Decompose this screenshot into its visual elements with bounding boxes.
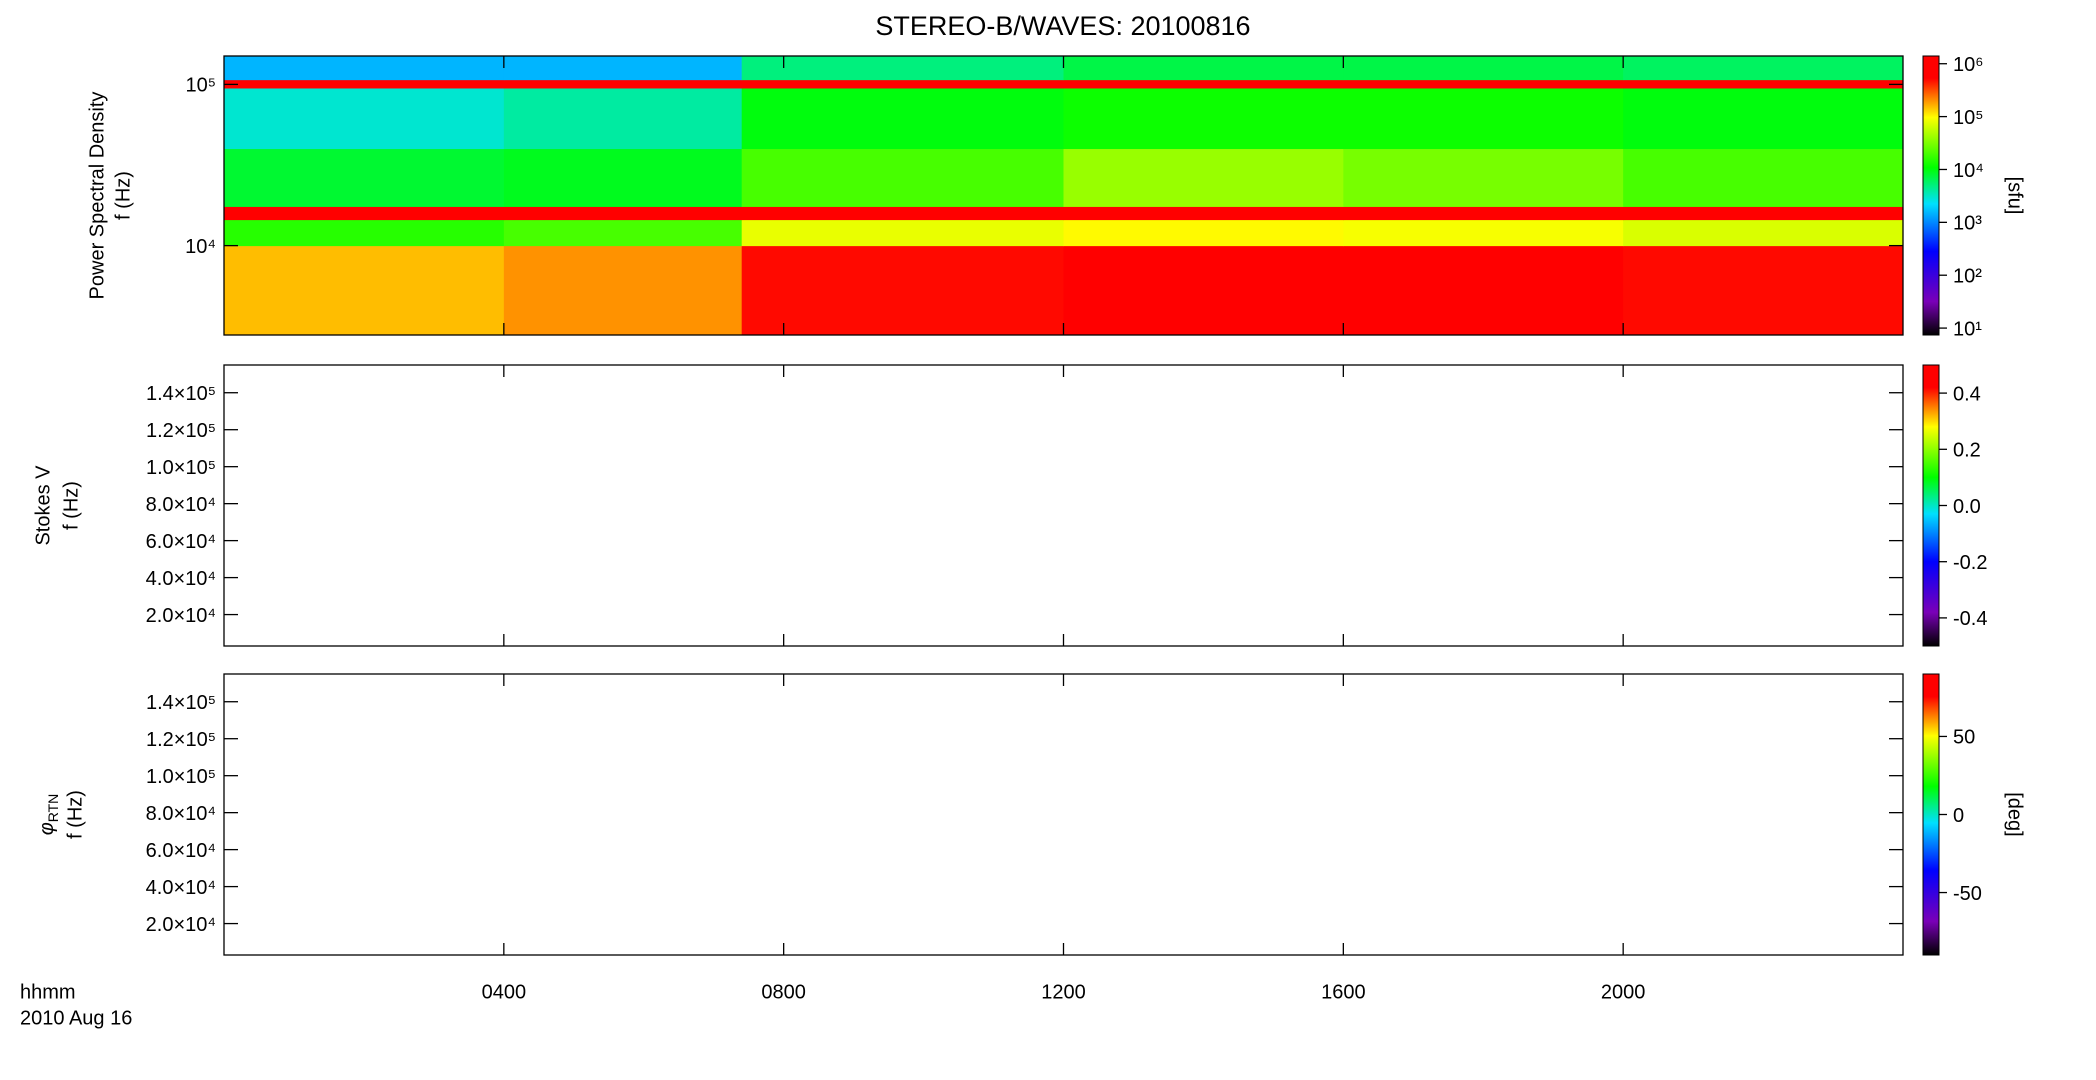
heatmap-cell	[741, 245, 1064, 336]
y-tick-label: 4.0×10⁴	[146, 568, 216, 590]
y-axis-label-subscript: RTN	[45, 794, 61, 823]
heatmap-cell	[741, 206, 1064, 221]
x-tick-label: 1600	[1321, 981, 1366, 1003]
y-tick-label: 2.0×10⁴	[146, 605, 216, 627]
y-axis-label: Power Spectral Density	[86, 92, 108, 300]
x-tick-label: 0400	[482, 981, 527, 1003]
colorbar-tick-label: 50	[1953, 727, 1975, 749]
heatmap-cell	[224, 148, 505, 207]
heatmap-cell	[1343, 245, 1624, 336]
y-axis-label: f (Hz)	[112, 171, 134, 220]
colorbar-tick-label: 10⁵	[1953, 107, 1984, 129]
y-tick-label: 1.2×10⁵	[146, 420, 216, 442]
heatmap-cell	[224, 206, 505, 221]
heatmap-cell	[1623, 219, 1904, 247]
x-tick-label: 0800	[761, 981, 806, 1003]
colorbar-tick-label: -0.2	[1953, 552, 1987, 574]
heatmap-cell	[1063, 56, 1344, 81]
heatmap-cell	[1343, 148, 1624, 207]
colorbar-label: [sfu]	[2004, 177, 2026, 215]
y-axis-label: φRTN	[36, 794, 60, 836]
y-tick-label: 1.0×10⁵	[146, 766, 216, 788]
heatmap-cell	[503, 87, 743, 150]
heatmap-cell	[503, 148, 743, 207]
colorbar-tick-label: 10⁶	[1953, 54, 1983, 76]
plot-area	[224, 674, 1903, 955]
colorbar-tick-label: 0	[1953, 805, 1964, 827]
heatmap-cell	[1063, 206, 1344, 221]
x-tick-label: 1200	[1041, 981, 1086, 1003]
heatmap-cell	[741, 87, 1064, 150]
colorbar	[1922, 673, 1940, 956]
y-axis-label: f (Hz)	[64, 790, 86, 839]
colorbar-tick-label: -0.4	[1953, 608, 1987, 630]
colorbar-tick-label: 0.4	[1953, 383, 1981, 405]
y-tick-label: 8.0×10⁴	[146, 803, 216, 825]
y-tick-label: 1.4×10⁵	[146, 692, 216, 714]
heatmap-cell	[741, 79, 1064, 89]
heatmap-cell	[224, 56, 505, 81]
heatmap-cell	[1063, 245, 1344, 336]
heatmap-cell	[1343, 87, 1624, 150]
y-tick-label: 6.0×10⁴	[146, 531, 216, 553]
heatmap-cell	[224, 219, 505, 247]
y-tick-label: 6.0×10⁴	[146, 840, 216, 862]
plot-area	[224, 365, 1903, 646]
colorbar-tick-label: 0.2	[1953, 440, 1981, 462]
heatmap-cell	[1063, 148, 1344, 207]
heatmap-cell	[741, 56, 1064, 81]
heatmap-cell	[741, 148, 1064, 207]
x-tick-label: 2000	[1601, 981, 1646, 1003]
y-tick-label: 4.0×10⁴	[146, 877, 216, 899]
y-tick-label: 1.4×10⁵	[146, 383, 216, 405]
colorbar-tick-label: 10¹	[1953, 318, 1982, 340]
heatmap-cell	[503, 206, 743, 221]
heatmap-cell	[1063, 79, 1344, 89]
y-axis-label: f (Hz)	[60, 481, 82, 530]
heatmap-cell	[741, 219, 1064, 247]
colorbar-tick-label: 10⁴	[1953, 160, 1984, 182]
y-tick-label: 8.0×10⁴	[146, 494, 216, 516]
heatmap-cell	[1623, 56, 1904, 81]
heatmap-cell	[1343, 219, 1624, 247]
heatmap-cell	[1623, 79, 1904, 89]
y-tick-label: 10⁵	[185, 75, 216, 97]
heatmap-cell	[224, 79, 505, 89]
heatmap-cell	[1343, 206, 1624, 221]
y-tick-label: 1.0×10⁵	[146, 457, 216, 479]
chart-title: STEREO-B/WAVES: 20100816	[875, 11, 1250, 41]
heatmap-cell	[1063, 219, 1344, 247]
y-axis-label: Stokes V	[32, 465, 54, 546]
heatmap-cell	[503, 56, 743, 81]
heatmap-cell	[224, 245, 505, 336]
colorbar-label: [deg]	[2004, 792, 2026, 836]
heatmap-cell	[1623, 245, 1904, 336]
colorbar-tick-label: 0.0	[1953, 496, 1981, 518]
heatmap-cell	[1623, 87, 1904, 150]
y-tick-label: 2.0×10⁴	[146, 914, 216, 936]
colorbar-tick-label: 10³	[1953, 213, 1982, 235]
heatmap-cell	[503, 219, 743, 247]
x-axis-label: hhmm	[20, 981, 76, 1003]
heatmap-cell	[1343, 79, 1624, 89]
colorbar-tick-label: 10²	[1953, 265, 1982, 287]
heatmap-cell	[1063, 87, 1344, 150]
heatmap-cell	[224, 87, 505, 150]
heatmap-cell	[503, 245, 743, 336]
heatmap-cell	[503, 79, 743, 89]
colorbar	[1922, 55, 1940, 336]
y-axis-label-symbol: φ	[36, 822, 58, 835]
y-tick-label: 1.2×10⁵	[146, 729, 216, 751]
heatmap-cell	[1343, 56, 1624, 81]
x-axis-date: 2010 Aug 16	[20, 1007, 132, 1029]
y-tick-label: 10⁴	[185, 236, 216, 258]
colorbar	[1922, 364, 1940, 647]
colorbar-tick-label: -50	[1953, 883, 1982, 905]
heatmap-cell	[1623, 206, 1904, 221]
heatmap-cell	[1623, 148, 1904, 207]
